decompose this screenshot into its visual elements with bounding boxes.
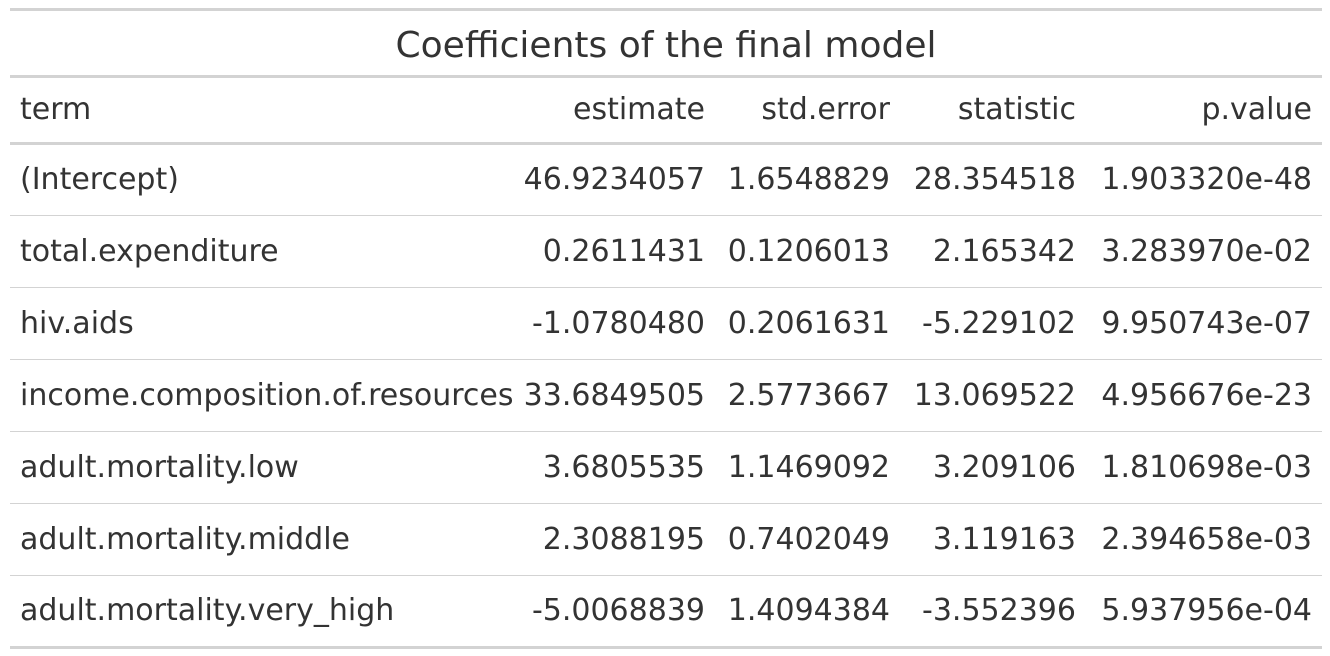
cell-statistic: 3.119163 <box>900 503 1086 576</box>
cell-estimate: 33.6849505 <box>510 359 715 432</box>
cell-statistic: -5.229102 <box>900 287 1086 360</box>
cell-estimate: -5.0068839 <box>510 575 715 649</box>
cell-std-error: 1.6548829 <box>715 143 900 216</box>
cell-term: adult.mortality.middle <box>10 503 510 576</box>
table-row: (Intercept) 46.9234057 1.6548829 28.3545… <box>10 143 1322 216</box>
cell-estimate: 46.9234057 <box>510 143 715 216</box>
table-row: adult.mortality.very_high -5.0068839 1.4… <box>10 575 1322 649</box>
cell-estimate: 3.6805535 <box>510 431 715 504</box>
cell-p-value: 5.937956e-04 <box>1086 575 1322 649</box>
cell-p-value: 1.903320e-48 <box>1086 143 1322 216</box>
cell-p-value: 1.810698e-03 <box>1086 431 1322 504</box>
cell-term: income.composition.of.resources <box>10 359 514 432</box>
table-row: income.composition.of.resources 33.68495… <box>10 359 1322 432</box>
column-header-std-error: std.error <box>715 78 900 145</box>
cell-term: adult.mortality.very_high <box>10 575 510 649</box>
cell-std-error: 2.5773667 <box>715 359 900 432</box>
table-row: adult.mortality.low 3.6805535 1.1469092 … <box>10 431 1322 504</box>
cell-std-error: 0.2061631 <box>715 287 900 360</box>
table-row: adult.mortality.middle 2.3088195 0.74020… <box>10 503 1322 576</box>
cell-std-error: 0.7402049 <box>715 503 900 576</box>
cell-estimate: 0.2611431 <box>510 215 715 288</box>
cell-statistic: 28.354518 <box>900 143 1086 216</box>
header-row: term estimate std.error statistic p.valu… <box>10 78 1322 145</box>
table-header: term estimate std.error statistic p.valu… <box>10 78 1322 145</box>
cell-term: adult.mortality.low <box>10 431 510 504</box>
column-header-estimate: estimate <box>510 78 715 145</box>
cell-statistic: 3.209106 <box>900 431 1086 504</box>
cell-statistic: 13.069522 <box>900 359 1086 432</box>
cell-p-value: 3.283970e-02 <box>1086 215 1322 288</box>
column-header-term: term <box>10 78 510 145</box>
table-row: total.expenditure 0.2611431 0.1206013 2.… <box>10 215 1322 288</box>
coefficients-table-container: Coefficients of the final model term est… <box>10 8 1322 649</box>
table-title: Coefficients of the final model <box>10 8 1322 78</box>
cell-p-value: 9.950743e-07 <box>1086 287 1322 360</box>
table-body: (Intercept) 46.9234057 1.6548829 28.3545… <box>10 143 1322 649</box>
cell-term: total.expenditure <box>10 215 510 288</box>
cell-std-error: 1.1469092 <box>715 431 900 504</box>
coefficients-table: Coefficients of the final model term est… <box>10 8 1322 649</box>
cell-term: hiv.aids <box>10 287 510 360</box>
cell-estimate: 2.3088195 <box>510 503 715 576</box>
column-header-p-value: p.value <box>1086 78 1322 145</box>
column-header-statistic: statistic <box>900 78 1086 145</box>
table-row: hiv.aids -1.0780480 0.2061631 -5.229102 … <box>10 287 1322 360</box>
cell-std-error: 0.1206013 <box>715 215 900 288</box>
cell-std-error: 1.4094384 <box>715 575 900 649</box>
cell-term: (Intercept) <box>10 143 510 216</box>
cell-estimate: -1.0780480 <box>510 287 715 360</box>
cell-p-value: 4.956676e-23 <box>1086 359 1322 432</box>
cell-statistic: 2.165342 <box>900 215 1086 288</box>
cell-p-value: 2.394658e-03 <box>1086 503 1322 576</box>
cell-statistic: -3.552396 <box>900 575 1086 649</box>
